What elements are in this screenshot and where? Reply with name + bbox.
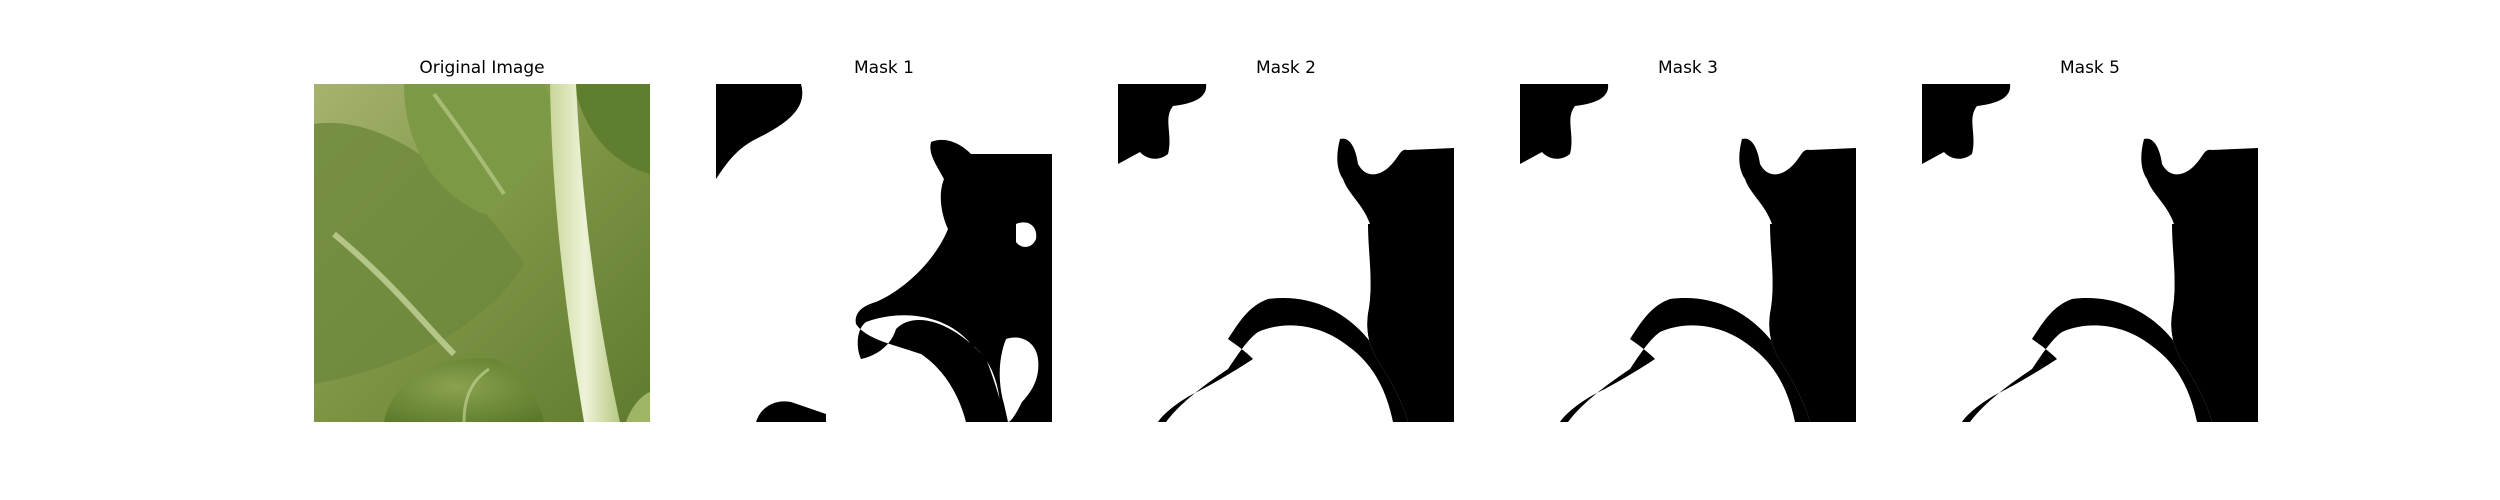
mask-hole: [999, 337, 1039, 422]
leaf-corner-right: [626, 392, 650, 422]
panel-mask-1: Mask 1: [716, 58, 1052, 422]
panel-mask-2: Mask 2: [1118, 58, 1454, 422]
panel-title: Mask 1: [853, 58, 914, 78]
panel-mask-3: Mask 3: [1520, 58, 1856, 422]
mask-5-image: [1922, 84, 2258, 422]
panel-title: Mask 5: [2059, 58, 2120, 78]
panel-mask-5: Mask 5: [1922, 58, 2258, 422]
panel-original-image: Original Image: [314, 58, 650, 422]
mask-hole: [1370, 413, 1390, 421]
leaf-top: [404, 84, 552, 214]
mask-region: [1769, 224, 1856, 422]
panel-title: Mask 2: [1255, 58, 1316, 78]
leaf-vein-top: [432, 92, 506, 196]
mask-3-image: [1520, 84, 1856, 422]
mask-region: [2171, 224, 2258, 422]
leaf-left: [314, 122, 524, 385]
mask-region: [1118, 138, 1454, 422]
mask-region: [1367, 224, 1454, 422]
original-image: [314, 84, 650, 422]
mask-region: [1118, 84, 1207, 164]
leaf-right-top: [574, 84, 650, 174]
leaf-vein-left: [332, 231, 457, 357]
leaf-bottom-vein: [462, 367, 490, 422]
mask-hole: [1772, 413, 1792, 421]
mask-region: [1922, 84, 2011, 164]
panel-title: Original Image: [419, 58, 545, 78]
mask-1-image: [716, 84, 1052, 422]
mask-region: [756, 401, 826, 422]
panel-title: Mask 3: [1657, 58, 1718, 78]
stem: [550, 84, 620, 422]
mask-hole: [1016, 222, 1037, 247]
mask-2-image: [1118, 84, 1454, 422]
mask-hole: [2174, 413, 2194, 421]
mask-region: [1520, 84, 1609, 164]
mask-region: [716, 84, 803, 179]
leaf-bottom: [384, 358, 544, 422]
